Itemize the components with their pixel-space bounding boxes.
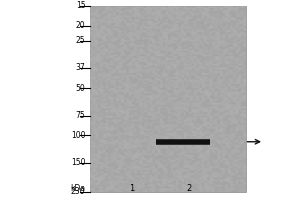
Text: 25: 25 bbox=[76, 36, 86, 45]
Bar bbox=[90, 6, 246, 192]
Text: 150: 150 bbox=[71, 158, 85, 167]
Text: 100: 100 bbox=[71, 131, 85, 140]
Text: 15: 15 bbox=[76, 1, 86, 10]
Text: kDa: kDa bbox=[70, 184, 86, 193]
Text: 20: 20 bbox=[76, 21, 86, 30]
Text: 75: 75 bbox=[76, 111, 85, 120]
Text: 2: 2 bbox=[186, 184, 192, 193]
Text: 230: 230 bbox=[71, 188, 85, 196]
Text: 50: 50 bbox=[76, 84, 85, 93]
Text: 37: 37 bbox=[76, 63, 85, 72]
Text: 1: 1 bbox=[129, 184, 135, 193]
